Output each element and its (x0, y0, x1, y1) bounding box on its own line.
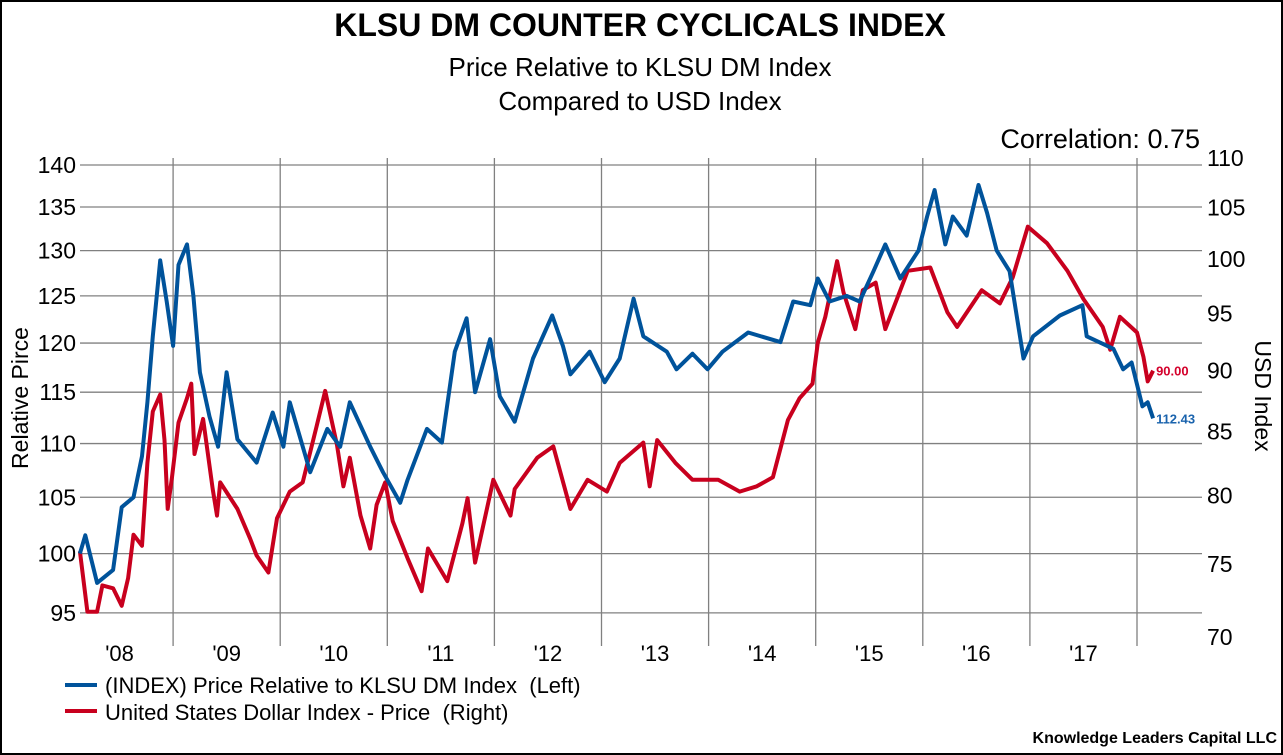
y-right-tick-label: 70 (1207, 624, 1233, 650)
series-lines: 90.00 112.43 (77, 183, 1195, 614)
last-value-label-usd: 90.00 (1156, 364, 1189, 379)
x-tick-label: '17 (1069, 641, 1098, 666)
y-left-tick-label: 115 (39, 379, 76, 405)
chart-subtitle-1: Price Relative to KLSU DM Index (449, 52, 832, 82)
y-left-tick-label: 130 (38, 238, 76, 264)
x-tick-label: '14 (748, 641, 777, 666)
y-right-tick-label: 95 (1207, 300, 1233, 326)
y-left-tick-label: 125 (38, 283, 76, 309)
x-tick-label: '15 (855, 641, 884, 666)
y-right-tick-label: 110 (1207, 145, 1244, 171)
x-tick-label: '10 (319, 641, 348, 666)
series-line-index (77, 183, 1155, 585)
grid (80, 158, 1202, 646)
source-credit: Knowledge Leaders Capital LLC (1033, 730, 1278, 747)
y-left-tick-label: 100 (38, 541, 76, 567)
y-left-tick-label: 95 (50, 600, 76, 626)
legend-label-usd: United States Dollar Index - Price (Righ… (105, 700, 509, 725)
y-left-tick-label: 105 (38, 484, 76, 510)
x-tick-label: '08 (105, 641, 134, 666)
x-tick-label: '16 (962, 641, 991, 666)
y-axis-right-title: USD Index (1250, 340, 1276, 452)
y-right-tick-label: 85 (1207, 418, 1233, 444)
chart-title: KLSU DM COUNTER CYCLICALS INDEX (334, 7, 946, 43)
y-left-tick-label: 110 (39, 431, 76, 457)
y-left-tick-label: 120 (38, 330, 76, 356)
chart-subtitle-2: Compared to USD Index (498, 86, 781, 116)
y-left-tick-label: 135 (38, 194, 76, 220)
y-right-tick-label: 90 (1207, 358, 1233, 384)
x-tick-label: '11 (427, 641, 454, 666)
y-axis-left-title: Relative Pirce (7, 327, 33, 469)
y-right-tick-label: 105 (1207, 194, 1245, 220)
legend-label-index: (INDEX) Price Relative to KLSU DM Index … (105, 673, 581, 698)
correlation-annotation: Correlation: 0.75 (1000, 124, 1200, 154)
series-line-usd (77, 224, 1155, 614)
y-left-tick-label: 140 (38, 152, 76, 178)
x-tick-label: '09 (212, 641, 241, 666)
x-tick-label: '12 (534, 641, 563, 666)
y-right-tick-label: 75 (1207, 551, 1233, 577)
y-right-tick-label: 100 (1207, 246, 1245, 272)
axis-labels: 95 100 105 110 115 120 125 130 135 140 70 75 80 85 90 9… (38, 145, 1246, 666)
x-tick-label: '13 (641, 641, 670, 666)
y-right-tick-label: 80 (1207, 483, 1233, 509)
last-value-label-index: 112.43 (1156, 411, 1195, 426)
